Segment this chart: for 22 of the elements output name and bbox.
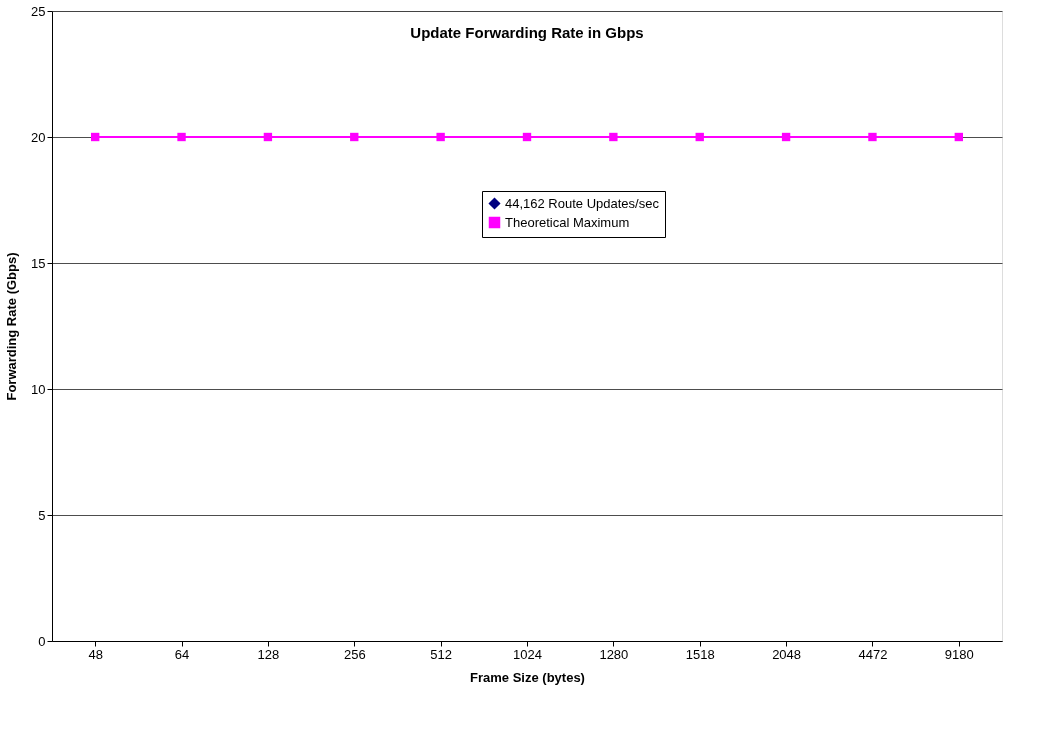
y-tick-label: 5: [38, 507, 46, 523]
x-tick-label: 512: [430, 646, 452, 662]
x-tick-label: 128: [257, 646, 280, 662]
x-tick-label: 64: [174, 646, 190, 662]
x-tick-label: 1024: [513, 646, 542, 662]
y-tick-label: 10: [31, 381, 46, 397]
x-axis-title: Frame Size (bytes): [470, 669, 585, 685]
x-tick-label: 4472: [858, 646, 888, 662]
x-tick-label: 256: [343, 646, 366, 662]
x-tick-label: 48: [88, 646, 103, 662]
x-tick-label: 2048: [772, 646, 802, 662]
y-tick-label: 15: [31, 255, 46, 271]
text: Update Forwarding Rate in Gbps: [410, 24, 644, 41]
legend-label: 44,162 Route Updates/sec: [505, 195, 660, 211]
y-tick-label: 0: [38, 633, 46, 649]
y-tick-label: 25: [31, 3, 46, 19]
x-tick-label: 1518: [685, 646, 715, 662]
x-tick-label: 1280: [599, 646, 629, 662]
legend-label: Theoretical Maximum: [505, 214, 630, 230]
y-axis-title: Forwarding Rate (Gbps): [4, 252, 20, 401]
x-tick-label: 9180: [944, 646, 974, 662]
y-tick-label: 20: [31, 129, 46, 145]
